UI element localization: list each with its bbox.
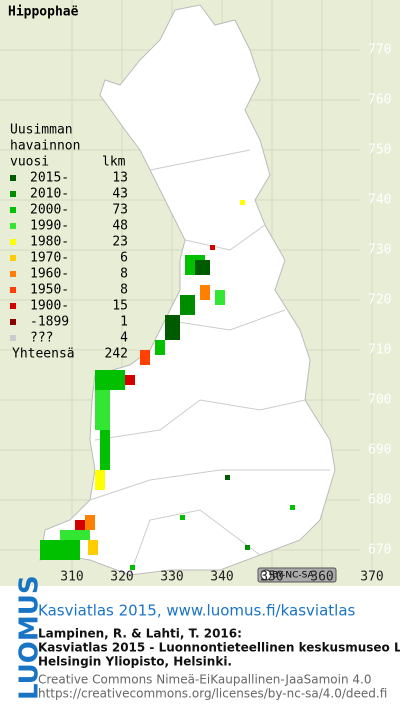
legend-label: 2000-: [30, 203, 69, 218]
legend-count: 23: [112, 235, 128, 250]
legend-count-header: lkm: [102, 155, 126, 170]
y-tick-label: 690: [368, 443, 391, 458]
observation-squares: [40, 200, 295, 570]
legend-swatch: [10, 207, 16, 213]
y-tick-label: 710: [368, 343, 391, 358]
legend-label: ???: [30, 331, 53, 346]
legend-count: 48: [112, 219, 128, 234]
legend-swatch: [10, 287, 16, 293]
y-tick-label: 700: [368, 393, 391, 408]
legend-title: havainnon: [10, 139, 80, 154]
legend-swatch: [10, 239, 16, 245]
legend-count: 43: [112, 187, 128, 202]
legend-label: 1990-: [30, 219, 69, 234]
license-badge-text: BY-NC-SA: [272, 571, 315, 581]
y-tick-label: 770: [368, 43, 391, 58]
legend-swatch: [10, 223, 16, 229]
legend-label: 1960-: [30, 267, 69, 282]
x-tick-label: 360: [310, 570, 333, 585]
brand: LUOMUS: [15, 575, 45, 700]
legend-swatch: [10, 255, 16, 261]
legend-swatch: [10, 319, 16, 325]
reference-line: Lampinen, R. & Lahti, T. 2016:: [38, 627, 242, 641]
legend-total: 242: [105, 347, 128, 362]
legend-title: vuosi: [10, 155, 49, 170]
y-tick-label: 750: [368, 143, 391, 158]
legend-label: 1980-: [30, 235, 69, 250]
license-badge: BY-NC-SA: [257, 567, 337, 583]
x-tick-label: 340: [210, 570, 233, 585]
legend-label: 2010-: [30, 187, 69, 202]
legend-count: 8: [120, 283, 128, 298]
x-tick-label: 350: [260, 570, 283, 585]
license-line: Creative Commons Nimeä-EiKaupallinen-Jaa…: [38, 673, 372, 687]
footer-background: [0, 586, 400, 702]
license-line: https://creativecommons.org/licenses/by-…: [38, 687, 387, 701]
legend-count: 6: [120, 251, 128, 266]
footer-text: Lampinen, R. & Lahti, T. 2016:Kasviatlas…: [38, 627, 400, 701]
y-tick-label: 730: [368, 243, 391, 258]
legend-label: 2015-: [30, 171, 69, 186]
y-tick-label: 760: [368, 93, 391, 108]
x-tick-label: 330: [160, 570, 183, 585]
x-tick-label: 310: [60, 570, 83, 585]
map-title: Hippophaë: [8, 5, 79, 20]
legend-swatch: [10, 303, 16, 309]
legend-swatch: [10, 175, 16, 181]
legend-count: 73: [112, 203, 128, 218]
legend-count: 15: [112, 299, 128, 314]
legend-swatch: [10, 191, 16, 197]
reference-line: Kasviatlas 2015 - Luonnontieteellinen ke…: [38, 641, 400, 655]
legend-count: 13: [112, 171, 128, 186]
legend-swatch: [10, 335, 16, 341]
legend-label: 1950-: [30, 283, 69, 298]
legend-title: Uusimman: [10, 123, 73, 138]
reference-line: Helsingin Yliopisto, Helsinki.: [38, 655, 232, 669]
legend-count: 1: [120, 315, 128, 330]
x-tick-label: 320: [110, 570, 133, 585]
region-borders: [89, 149, 330, 576]
legend-total-label: Yhteensä: [12, 347, 75, 362]
x-tick-label: 370: [360, 570, 383, 585]
y-tick-label: 680: [368, 493, 391, 508]
y-tick-label: 720: [368, 293, 391, 308]
legend-count: 8: [120, 267, 128, 282]
legend-swatch: [10, 271, 16, 277]
y-tick-label: 740: [368, 193, 391, 208]
legend-label: 1970-: [30, 251, 69, 266]
footer-heading: Kasviatlas 2015, www.luomus.fi/kasviatla…: [38, 602, 356, 620]
legend-count: 4: [120, 331, 128, 346]
legend-label: 1900-: [30, 299, 69, 314]
legend-label: -1899: [30, 315, 69, 330]
y-tick-label: 670: [368, 543, 391, 558]
